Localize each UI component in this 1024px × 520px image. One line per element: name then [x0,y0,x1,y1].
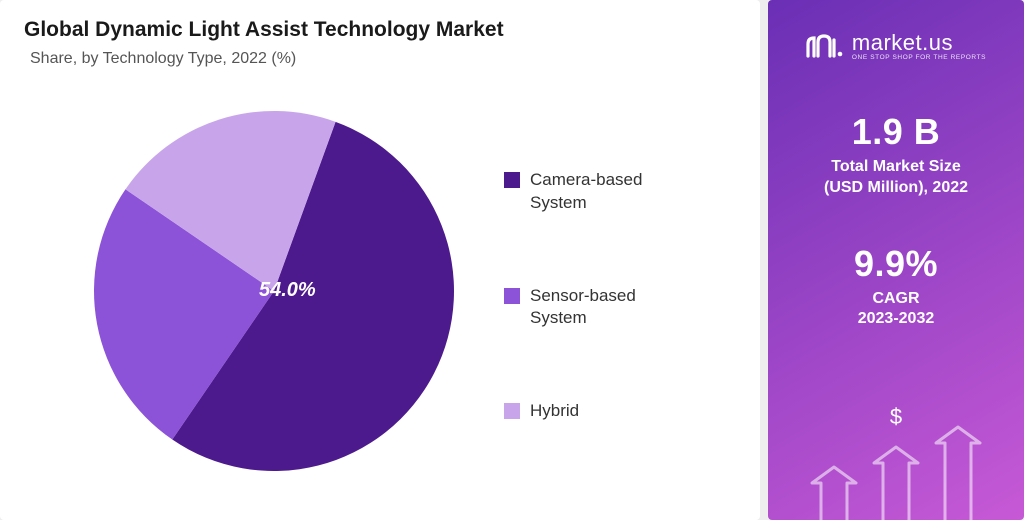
growth-arrows-icon [768,410,1024,520]
legend-swatch [504,172,520,188]
legend-label: Sensor-based System [530,285,680,331]
legend-label: Hybrid [530,400,579,423]
logo-mark-icon [806,32,844,60]
stat-value: 9.9% [784,243,1008,285]
logo-text: market.us ONE STOP SHOP FOR THE REPORTS [852,30,986,61]
chart-panel: Global Dynamic Light Assist Technology M… [0,0,760,520]
legend-swatch [504,403,520,419]
legend-label: Camera-based System [530,169,680,215]
arrow-up-icon [810,465,858,520]
stat-value: 1.9 B [784,111,1008,153]
chart-title: Global Dynamic Light Assist Technology M… [24,18,736,42]
arrow-up-icon [934,425,982,520]
legend-item: Camera-based System [504,169,680,215]
stat-label: Total Market Size (USD Million), 2022 [784,157,1008,199]
stats-panel: market.us ONE STOP SHOP FOR THE REPORTS … [768,0,1024,520]
stat-cagr: 9.9% CAGR 2023-2032 [784,243,1008,331]
pie-dominant-label: 54.0% [259,279,316,302]
legend-item: Hybrid [504,400,680,423]
legend-item: Sensor-based System [504,285,680,331]
legend: Camera-based System Sensor-based System Hy… [504,149,680,424]
arrow-up-icon [872,445,920,520]
chart-area: 54.0% Camera-based System Sensor-based Sy… [24,76,736,496]
stat-label: CAGR 2023-2032 [784,289,1008,331]
legend-swatch [504,288,520,304]
logo-tagline: ONE STOP SHOP FOR THE REPORTS [852,54,986,61]
stat-market-size: 1.9 B Total Market Size (USD Million), 2… [784,111,1008,199]
logo-brand: market.us [852,30,986,56]
pie-chart: 54.0% [84,101,464,481]
logo: market.us ONE STOP SHOP FOR THE REPORTS [784,30,1008,61]
chart-subtitle: Share, by Technology Type, 2022 (%) [30,50,736,68]
